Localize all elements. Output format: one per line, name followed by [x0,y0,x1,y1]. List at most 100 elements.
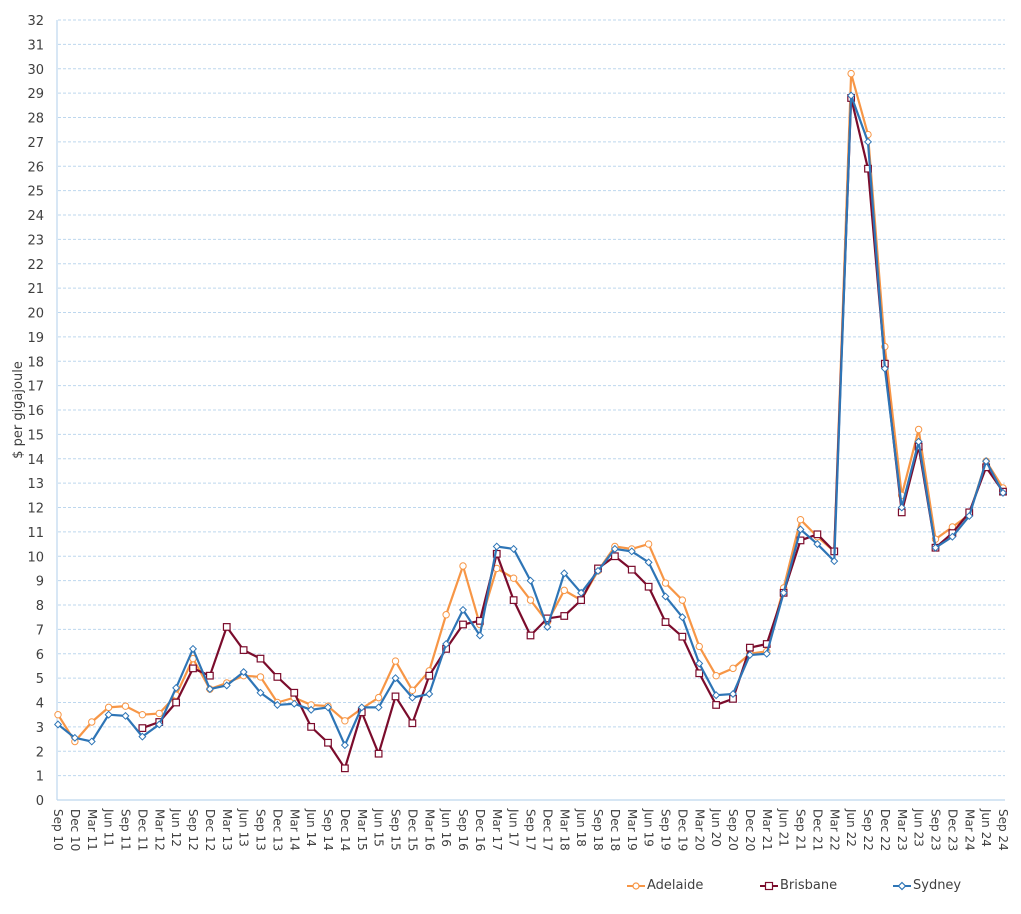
data-point [391,657,400,665]
x-tick-label: Dec 22 [878,809,892,851]
data-point [222,681,231,690]
y-tick-label: 16 [27,404,44,419]
data-point [526,631,535,640]
y-tick-label: 15 [27,428,44,443]
data-point [205,671,214,680]
x-tick-label: Dec 20 [743,809,757,851]
x-tick-label: Jun 20 [709,808,723,847]
series-line [57,72,1004,743]
x-tick-label: Dec 10 [68,809,82,851]
y-tick-label: 22 [27,258,44,273]
data-point [998,488,1008,497]
y-tick-label: 10 [27,550,44,565]
data-point [577,588,586,597]
x-tick-label: Dec 14 [338,809,352,851]
data-point [509,544,518,553]
legend-item-brisbane: Brisbane [760,878,837,893]
data-point [189,664,197,673]
square-marker-icon [760,881,778,890]
data-point [340,741,349,750]
x-tick-label: Mar 19 [625,809,639,851]
data-point [695,642,703,651]
data-point [408,719,417,728]
data-point [87,737,96,746]
y-tick-label: 27 [27,136,44,151]
data-point [188,644,198,653]
series-line [57,94,1004,747]
y-axis-label: $ per gigajoule [11,361,26,459]
data-point [864,164,872,173]
data-point [661,579,670,587]
data-point [509,596,518,605]
data-point [779,588,788,597]
x-tick-label: Jun 15 [372,808,386,847]
data-point [729,664,737,673]
data-point [408,693,417,702]
data-point [459,620,467,629]
legend-item-sydney: Sydney [893,878,961,893]
x-tick-label: Jun 24 [979,808,993,847]
data-point [526,596,535,604]
y-tick-label: 7 [36,623,44,638]
x-tick-label: Dec 21 [810,809,824,851]
x-tick-label: Jun 14 [304,808,318,847]
data-point [695,659,704,668]
data-point [948,532,957,541]
data-point [644,582,653,591]
data-point [678,596,687,604]
y-tick-label: 23 [27,233,44,248]
data-point [273,700,282,709]
x-tick-label: Jun 12 [169,808,183,847]
x-tick-label: Dec 13 [270,809,284,851]
x-tick-label: Dec 19 [675,809,689,851]
x-tick-label: Dec 15 [405,809,419,851]
legend: Adelaide Brisbane Sydney [0,878,1021,900]
data-point [239,668,248,677]
x-tick-label: Dec 23 [945,809,959,851]
data-point [205,685,214,694]
data-point [847,91,856,100]
x-axis-ticks: Sep 10 Dec 10 Mar 11 Jun 11 Sep 11 Dec 11 Mar … [51,808,1010,851]
data-point [509,574,518,582]
x-tick-label: Dec 17 [540,809,554,851]
data-point [712,701,721,709]
y-tick-label: 11 [27,526,44,541]
data-point [914,425,923,434]
y-tick-label: 20 [27,307,44,322]
y-tick-label: 14 [27,453,44,468]
x-tick-label: Sep 22 [861,809,875,851]
y-tick-label: 9 [36,575,44,590]
y-tick-label: 24 [27,209,44,224]
data-point [442,611,450,619]
data-point [931,543,940,552]
x-tick-label: Mar 15 [355,809,369,851]
data-point [341,717,349,725]
x-tick-label: Mar 23 [895,809,909,851]
data-point [391,692,400,701]
x-tick-label: Jun 22 [844,808,858,847]
legend-label: Brisbane [780,878,838,893]
data-point [661,592,670,601]
axes [56,20,1005,801]
data-point [560,586,568,595]
data-point [678,632,687,641]
x-tick-label: Jun 17 [507,808,521,847]
data-point [290,688,299,697]
data-point [324,738,332,747]
data-point [391,674,400,683]
x-tick-label: Mar 22 [827,809,841,851]
x-tick-label: Sep 10 [51,809,65,851]
data-point [442,639,451,649]
data-point [458,605,468,614]
y-tick-label: 17 [27,380,44,395]
diamond-marker-icon [893,881,911,890]
data-point [340,764,349,773]
data-point [172,683,181,692]
data-point [53,720,63,729]
gridlines [58,19,1005,777]
y-tick-label: 29 [27,87,44,102]
y-tick-label: 4 [36,697,44,712]
x-tick-label: Sep 21 [794,809,808,851]
data-point [256,673,265,681]
